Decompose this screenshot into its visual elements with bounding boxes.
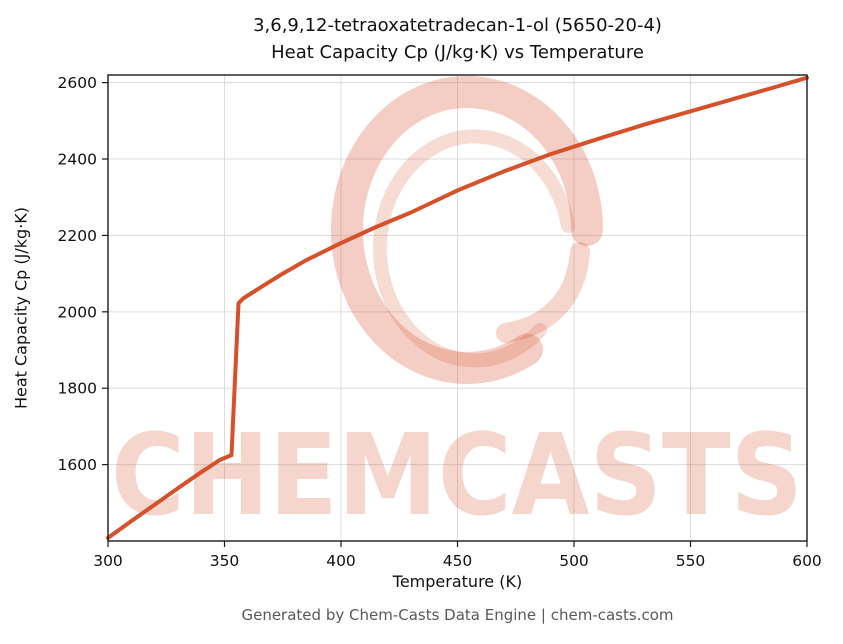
x-axis-label: Temperature (K) (392, 572, 523, 591)
x-tick-label: 300 (93, 552, 123, 570)
watermark-text: CHEMCASTS (111, 411, 803, 541)
y-tick-label: 2600 (58, 74, 97, 92)
watermark-ring-icon (331, 76, 603, 384)
chart-title-line1: 3,6,9,12-tetraoxatetradecan-1-ol (5650-2… (253, 15, 662, 36)
chart-title: 3,6,9,12-tetraoxatetradecan-1-ol (5650-2… (72, 12, 843, 66)
y-tick-label: 2200 (58, 227, 97, 245)
y-tick-label: 1800 (58, 380, 97, 398)
x-tick-label: 600 (792, 552, 822, 570)
data-line (106, 75, 809, 540)
x-tick-label: 500 (559, 552, 589, 570)
y-tick-label: 2400 (58, 151, 97, 169)
y-tick-label: 1600 (58, 456, 97, 474)
x-tick-label: 350 (210, 552, 240, 570)
footer-credit: Generated by Chem-Casts Data Engine | ch… (241, 606, 674, 624)
chart-title-line2: Heat Capacity Cp (J/kg·K) vs Temperature (271, 42, 644, 63)
y-axis-label: Heat Capacity Cp (J/kg·K) (11, 206, 31, 410)
y-tick-label: 2000 (58, 303, 97, 321)
x-tick-label: 550 (676, 552, 706, 570)
watermark-ring-inner-icon (372, 129, 575, 368)
watermark-ring-tail-icon (496, 242, 590, 343)
x-tick-label: 400 (326, 552, 356, 570)
x-tick-label: 450 (443, 552, 473, 570)
